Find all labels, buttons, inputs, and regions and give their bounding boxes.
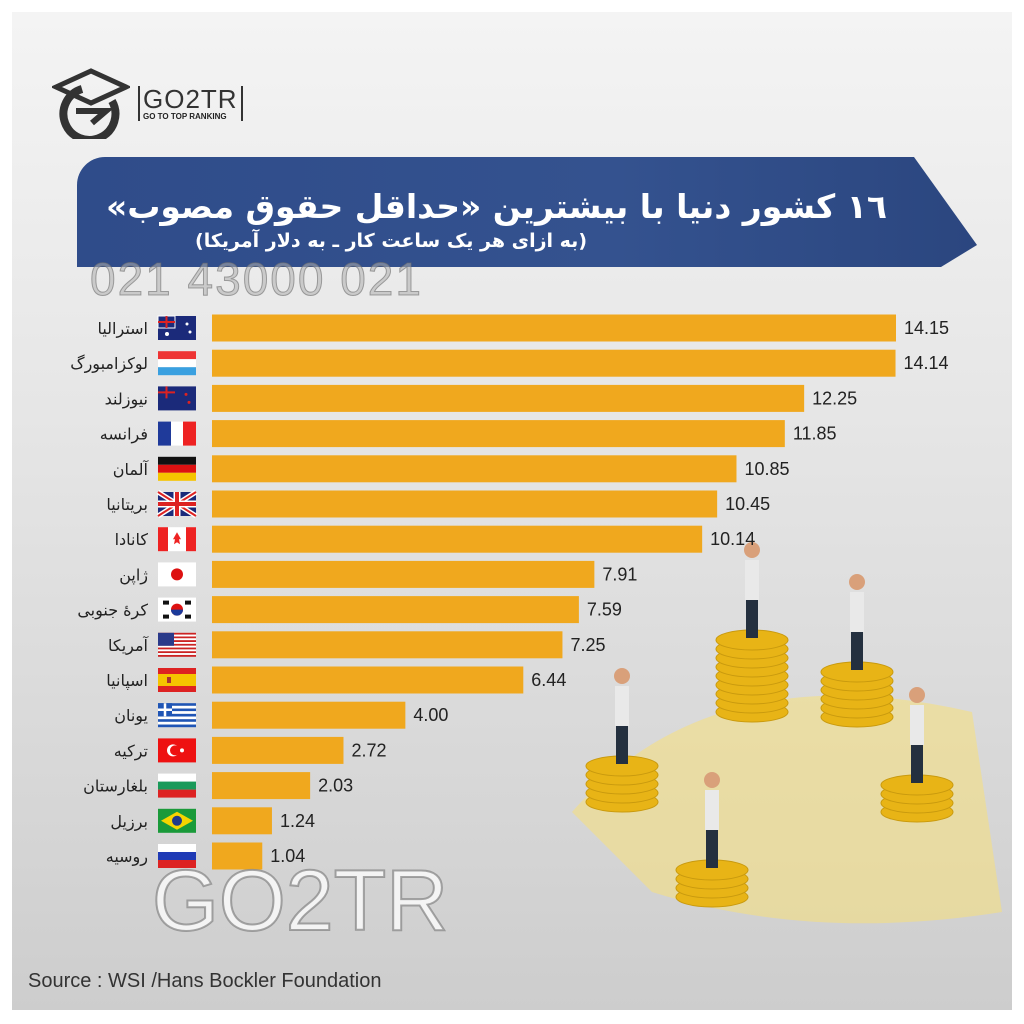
- category-label: آمریکا: [108, 636, 150, 656]
- value-label: 2.03: [318, 776, 353, 796]
- new-zealand-flag-icon: [158, 386, 196, 411]
- bar-row: 4.00 یونان: [114, 701, 448, 729]
- canada-flag-icon: [158, 527, 196, 552]
- value-label: 4.00: [413, 705, 448, 725]
- value-label: 12.25: [812, 388, 857, 408]
- category-label: استرالیا: [97, 319, 148, 339]
- bar-row: 2.72 ترکیه: [114, 736, 387, 764]
- brazil-flag-icon: [158, 808, 196, 833]
- bar: [212, 384, 805, 412]
- bar-row: 11.85 فرانسه: [100, 420, 837, 448]
- value-label: 7.59: [587, 600, 622, 620]
- category-label: یونان: [114, 706, 148, 726]
- graduation-cap-logo-icon: [52, 68, 130, 139]
- title-banner: ١٦ کشور دنیا با بیشترین «حداقل حقوق مصوب…: [77, 157, 977, 267]
- value-label: 7.91: [602, 564, 637, 584]
- bar-row: 10.45 بریتانیا: [106, 489, 770, 519]
- bar-row: 2.03 بلغارستان: [83, 772, 353, 800]
- source-note: Source : WSI /Hans Bockler Foundation: [28, 970, 382, 992]
- bar: [212, 807, 272, 835]
- germany-flag-icon: [158, 456, 196, 481]
- bar: [212, 314, 896, 342]
- bar: [212, 701, 406, 729]
- bar: [212, 842, 263, 870]
- bar: [212, 631, 563, 659]
- russia-flag-icon: [158, 844, 196, 868]
- south-korea-flag-icon: [158, 597, 196, 622]
- value-label: 10.14: [710, 529, 755, 549]
- value-label: 2.72: [351, 740, 386, 760]
- value-label: 7.25: [570, 635, 605, 655]
- bar-row: 7.25 آمریکا: [108, 631, 606, 659]
- brand-name: GO2TR: [143, 83, 238, 114]
- greece-flag-icon: [158, 703, 196, 728]
- france-flag-icon: [158, 421, 196, 446]
- coins-people-illustration: [572, 542, 1002, 924]
- bulgaria-flag-icon: [158, 773, 196, 798]
- bar-row: 10.85 آلمان: [113, 455, 790, 483]
- bar-row: 10.14 کانادا: [115, 525, 755, 553]
- japan-flag-icon: [158, 562, 196, 587]
- category-label: بریتانیا: [106, 495, 148, 515]
- bar: [212, 525, 703, 553]
- value-label: 1.24: [280, 811, 315, 831]
- bar-chart: 14.15 استرالیا 14.14 لوکزامبورگ 12.25 نیوزلند…: [70, 314, 949, 870]
- bar: [212, 666, 524, 694]
- bar: [212, 736, 344, 764]
- value-label: 14.14: [904, 353, 949, 373]
- bar-row: 7.91 ژاپن: [119, 560, 637, 588]
- category-label: روسیه: [106, 847, 148, 867]
- value-label: 11.85: [793, 424, 837, 444]
- watermark-phone: 021 43000 021: [90, 253, 423, 306]
- category-label: آلمان: [113, 460, 150, 479]
- category-label: ترکیه: [114, 741, 148, 761]
- value-label: 10.45: [725, 494, 770, 514]
- bar-row: 14.15 استرالیا: [97, 314, 949, 342]
- category-label: فرانسه: [100, 425, 148, 445]
- value-label: 6.44: [531, 670, 566, 690]
- bar: [212, 772, 311, 800]
- category-label: ژاپن: [119, 565, 148, 585]
- bar-row: 7.59 کرهٔ جنوبی: [77, 596, 622, 624]
- infographic: GO2TR GO TO TOP RANKING ١٦ کشور دنیا با …: [12, 12, 1012, 1010]
- usa-flag-icon: [158, 632, 196, 657]
- value-label: 10.85: [744, 459, 789, 479]
- uk-flag-icon: [156, 489, 198, 519]
- category-label: بلغارستان: [83, 777, 148, 797]
- category-label: اسپانیا: [106, 671, 148, 691]
- chart-title: ١٦ کشور دنیا با بیشترین «حداقل حقوق مصوب…: [105, 187, 887, 226]
- value-label: 1.04: [270, 846, 305, 866]
- luxembourg-flag-icon: [158, 351, 196, 376]
- category-label: لوکزامبورگ: [70, 354, 148, 374]
- bar-row: 12.25 نیوزلند: [105, 384, 857, 412]
- category-label: نیوزلند: [105, 389, 148, 409]
- category-label: کانادا: [115, 530, 149, 549]
- bar-row: 6.44 اسپانیا: [106, 666, 566, 694]
- value-label: 14.15: [904, 318, 949, 338]
- watermark-logo: GO2TR: [151, 852, 449, 950]
- turkey-flag-icon: [158, 738, 196, 763]
- bar-row: 1.24 برزیل: [110, 807, 315, 835]
- bar: [212, 560, 595, 588]
- bar: [212, 490, 718, 518]
- logo: GO2TR GO TO TOP RANKING: [52, 67, 243, 139]
- bar-row: 14.14 لوکزامبورگ: [70, 349, 949, 377]
- bar: [212, 455, 737, 483]
- bar: [212, 420, 785, 448]
- bar-row: 1.04 روسیه: [106, 842, 305, 870]
- category-label: کرهٔ جنوبی: [77, 601, 148, 621]
- bar: [212, 596, 579, 624]
- category-label: برزیل: [110, 812, 148, 832]
- bar: [212, 349, 896, 377]
- brand-tagline: GO TO TOP RANKING: [143, 111, 227, 121]
- chart-subtitle: (به ازای هر یک ساعت کار ـ به دلار آمریکا…: [195, 230, 587, 252]
- spain-flag-icon: [158, 668, 196, 692]
- australia-flag-icon: [157, 315, 196, 340]
